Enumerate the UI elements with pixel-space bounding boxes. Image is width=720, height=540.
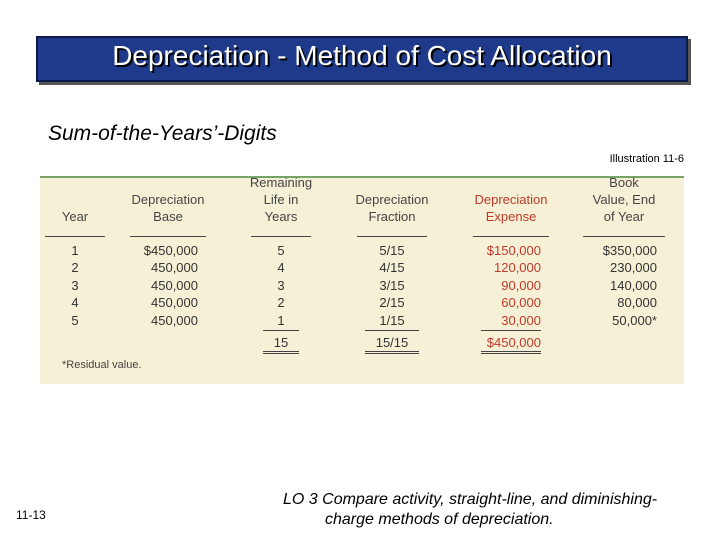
column-header: Depreciation [474, 192, 548, 207]
table-cell: 120,000 [494, 260, 541, 275]
page-number: 11-13 [16, 508, 46, 522]
table-cell: 60,000 [501, 295, 541, 310]
table-cell: 5 [277, 243, 285, 258]
table-cell: 4 [71, 295, 79, 310]
table-cell: 450,000 [151, 295, 198, 310]
double-rule [365, 351, 419, 352]
table-cell: 80,000 [617, 295, 657, 310]
column-header: Fraction [368, 209, 416, 224]
column-header: Expense [485, 209, 537, 224]
table-cell: 3 [71, 278, 79, 293]
header-rule [357, 236, 427, 237]
slide-title: Depreciation - Method of Cost Allocation [112, 40, 612, 71]
column-header: Year [61, 209, 89, 224]
table-cell: $150,000 [486, 243, 541, 258]
table-cell: 3 [277, 278, 285, 293]
column-header: Years [264, 209, 298, 224]
table-cell: 4/15 [379, 260, 405, 275]
learning-objective: LO 3 Compare activity, straight-line, an… [283, 490, 657, 530]
column-header: Depreciation [355, 192, 429, 207]
double-rule [263, 351, 299, 352]
title-box [36, 36, 688, 82]
header-rule [251, 236, 311, 237]
table-cell: 450,000 [151, 278, 198, 293]
double-rule [481, 351, 541, 352]
header-rule [45, 236, 105, 237]
column-header: Remaining [249, 175, 313, 190]
table-cell: 4 [277, 260, 285, 275]
table-panel [40, 176, 684, 384]
footnote: *Residual value. [62, 359, 142, 371]
sum-rule [365, 330, 419, 331]
table-cell: 30,000 [501, 313, 541, 328]
objective-line: charge methods of depreciation. [325, 511, 554, 528]
objective-line: LO 3 Compare activity, straight-line, an… [283, 491, 658, 508]
column-header: Life in [263, 192, 299, 207]
column-header: of Year [603, 209, 645, 224]
column-header: Value, End [592, 192, 656, 207]
header-rule [130, 236, 206, 237]
table-cell: 450,000 [151, 313, 198, 328]
table-cell: 90,000 [501, 278, 541, 293]
table-cell: $450,000 [143, 243, 198, 258]
table-cell: 3/15 [379, 278, 405, 293]
total-cell: 15/15 [375, 335, 409, 350]
table-cell: 2 [277, 295, 285, 310]
illustration-label: Illustration 11-6 [609, 153, 684, 165]
column-header: Base [153, 209, 183, 224]
total-cell: $450,000 [486, 335, 541, 350]
table-cell: 230,000 [610, 260, 657, 275]
double-rule [365, 353, 419, 354]
table-cell: $350,000 [602, 243, 657, 258]
table-cell: 140,000 [610, 278, 657, 293]
total-cell: 15 [273, 335, 289, 350]
column-header: Depreciation [131, 192, 205, 207]
table-cell: 450,000 [151, 260, 198, 275]
column-header: Book [609, 175, 639, 190]
table-cell: 2 [71, 260, 79, 275]
subtitle: Sum-of-the-Years’-Digits [48, 122, 277, 145]
header-rule [473, 236, 549, 237]
table-cell: 50,000* [612, 313, 657, 328]
double-rule [481, 353, 541, 354]
table-cell: 1 [71, 243, 79, 258]
table-cell: 5 [71, 313, 79, 328]
table-cell: 1 [277, 313, 285, 328]
table-cell: 5/15 [379, 243, 405, 258]
sum-rule [263, 330, 299, 331]
table-cell: 2/15 [379, 295, 405, 310]
double-rule [263, 353, 299, 354]
sum-rule [481, 330, 541, 331]
table-cell: 1/15 [379, 313, 405, 328]
header-rule [583, 236, 665, 237]
